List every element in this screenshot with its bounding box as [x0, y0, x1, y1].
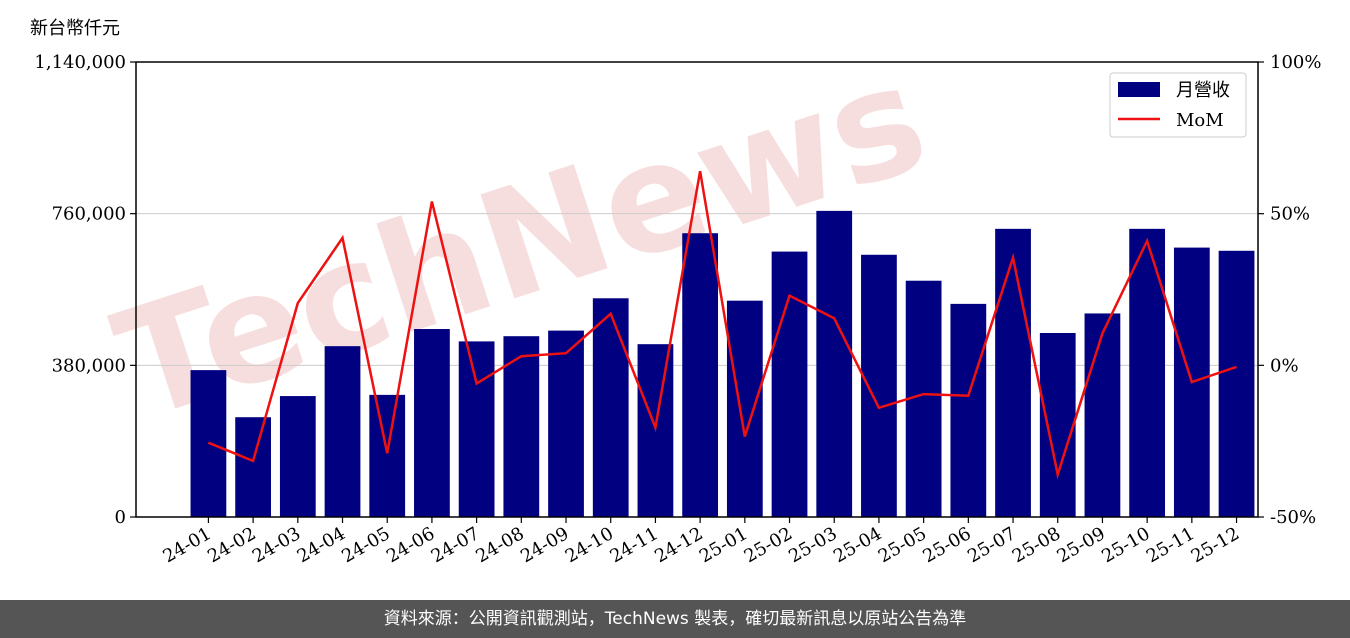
x-tick-label: 25-12 [1188, 523, 1243, 567]
x-tick-label: 25-01 [696, 523, 751, 567]
bar-25-09 [1084, 313, 1121, 517]
x-tick-label: 25-11 [1143, 523, 1198, 567]
bar-25-01 [726, 300, 763, 517]
legend-bar-swatch [1118, 82, 1160, 97]
left-tick-label: 0 [115, 507, 126, 528]
x-tick-label: 25-05 [875, 523, 930, 567]
x-tick-label: 25-10 [1098, 523, 1153, 567]
bar-24-09 [548, 330, 584, 517]
x-tick-label: 24-05 [338, 523, 393, 567]
y-axis-unit-label: 新台幣仟元 [30, 18, 120, 39]
left-tick-label: 1,140,000 [34, 52, 126, 73]
bar-25-02 [771, 251, 808, 518]
legend-label-mom: MoM [1176, 110, 1224, 131]
bar-24-10 [592, 298, 629, 517]
x-tick-label: 24-09 [517, 523, 572, 567]
left-tick-label: 760,000 [52, 204, 126, 225]
x-tick-label: 25-07 [964, 523, 1019, 567]
x-tick-label: 25-08 [1009, 523, 1064, 567]
mom-line [207, 170, 1237, 480]
bar-24-05 [369, 394, 406, 517]
x-tick-label: 24-03 [249, 523, 304, 567]
right-tick-label: 50% [1270, 204, 1310, 225]
x-tick-label: 24-04 [294, 523, 349, 567]
bar-25-10 [1129, 228, 1166, 518]
bar-25-08 [1039, 333, 1076, 517]
plot-frame [135, 61, 1259, 518]
footer-source-note: 資料來源：公開資訊觀測站，TechNews 製表，確切最新訊息以原站公告為準 [0, 600, 1350, 638]
x-tick-label: 25-02 [741, 523, 796, 567]
bar-25-04 [861, 254, 897, 518]
x-tick-label: 25-06 [919, 523, 974, 567]
x-tick-label: 25-03 [785, 523, 840, 567]
bar-25-03 [816, 210, 853, 517]
x-tick-label: 24-10 [562, 523, 617, 567]
legend-label-revenue: 月營收 [1176, 80, 1230, 101]
bar-24-06 [414, 329, 450, 517]
bar-25-06 [950, 303, 987, 517]
x-tick-label: 25-09 [1054, 523, 1109, 567]
bar-24-04 [324, 346, 361, 517]
bar-24-12 [682, 233, 719, 517]
x-tick-label: 24-11 [606, 523, 661, 567]
right-tick-label: -50% [1270, 507, 1316, 528]
x-tick-label: 24-06 [383, 523, 438, 567]
x-tick-label: 24-12 [651, 523, 706, 567]
x-tick-label: 24-08 [472, 523, 527, 567]
left-tick-label: 380,000 [52, 355, 126, 376]
right-tick-label: 100% [1270, 52, 1321, 73]
revenue-chart: 0 380,000 760,000 1,140,000 -50% 0% 50% 100% 24-… [34, 52, 1321, 567]
bar-25-12 [1218, 250, 1255, 517]
x-tick-label: 25-04 [830, 523, 885, 567]
bar-24-08 [503, 336, 540, 517]
x-tick-label: 24-07 [428, 523, 483, 567]
x-tick-label: 24-02 [204, 523, 259, 567]
bar-25-07 [995, 228, 1031, 518]
x-tick-label: 24-01 [159, 523, 214, 567]
bar-24-02 [235, 417, 271, 517]
bar-24-07 [458, 341, 495, 517]
bar-24-03 [279, 396, 316, 517]
right-tick-label: 0% [1270, 355, 1299, 376]
